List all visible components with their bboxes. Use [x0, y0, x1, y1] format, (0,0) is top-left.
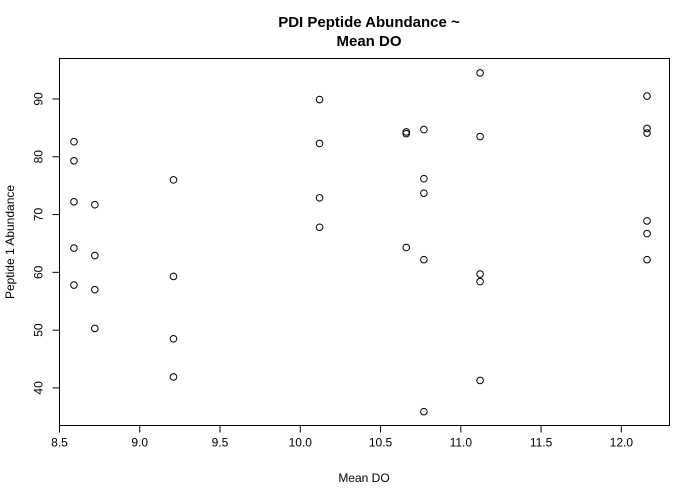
y-axis-label: Peptide 1 Abundance	[3, 185, 17, 299]
data-point	[476, 277, 484, 286]
data-point	[643, 129, 651, 137]
data-point	[70, 244, 78, 252]
data-point	[420, 125, 428, 134]
data-point	[402, 129, 411, 138]
x-tick-label: 10.5	[369, 436, 393, 450]
data-point	[476, 376, 484, 385]
data-point	[70, 281, 78, 289]
y-tick-label: 60	[32, 265, 46, 279]
data-point	[169, 272, 178, 281]
data-point	[643, 229, 651, 238]
y-tick-label: 70	[32, 208, 46, 222]
data-point	[169, 335, 178, 343]
data-point	[315, 95, 324, 104]
data-point	[315, 139, 324, 148]
data-point	[70, 137, 78, 146]
data-point	[402, 243, 411, 252]
chart-title-line-1: PDI Peptide Abundance ~	[278, 14, 460, 31]
data-point	[420, 255, 428, 264]
x-tick-label: 9.0	[131, 436, 148, 450]
x-tick-label: 12.0	[610, 436, 634, 450]
y-tick-label: 90	[32, 92, 46, 106]
data-point	[643, 92, 651, 100]
x-axis-label: Mean DO	[338, 471, 389, 485]
data-point	[91, 285, 99, 294]
data-point	[476, 132, 484, 141]
data-point	[70, 156, 78, 165]
y-tick-label: 40	[32, 381, 46, 395]
y-axis: 40 50 60 70 80 90	[32, 92, 60, 395]
data-point	[476, 270, 484, 278]
data-point	[420, 174, 428, 183]
data-point	[315, 193, 324, 202]
x-axis: 8.5 9.0 9.5 10.0 10.5 11.0 11.5 12.0	[51, 425, 634, 450]
data-point	[91, 324, 99, 333]
plot-frame	[59, 58, 670, 426]
data-point	[420, 407, 428, 416]
data-point	[315, 223, 324, 232]
y-tick-label: 80	[32, 150, 46, 164]
data-point	[476, 69, 484, 77]
chart-title-line-2: Mean DO	[336, 33, 401, 50]
x-tick-label: 10.0	[289, 436, 313, 450]
x-tick-label: 11.0	[450, 436, 473, 450]
data-point	[420, 189, 428, 197]
y-tick-label: 50	[32, 323, 46, 337]
data-point	[643, 217, 651, 225]
data-point	[169, 373, 178, 381]
data-point	[169, 176, 178, 184]
data-points	[70, 69, 651, 416]
x-tick-label: 8.5	[51, 436, 68, 450]
data-point	[91, 251, 99, 260]
data-point	[643, 124, 651, 133]
data-point	[91, 200, 99, 209]
x-tick-label: 9.5	[212, 436, 229, 450]
x-tick-label: 11.5	[530, 436, 553, 450]
data-point	[643, 255, 651, 264]
data-point	[70, 198, 78, 206]
